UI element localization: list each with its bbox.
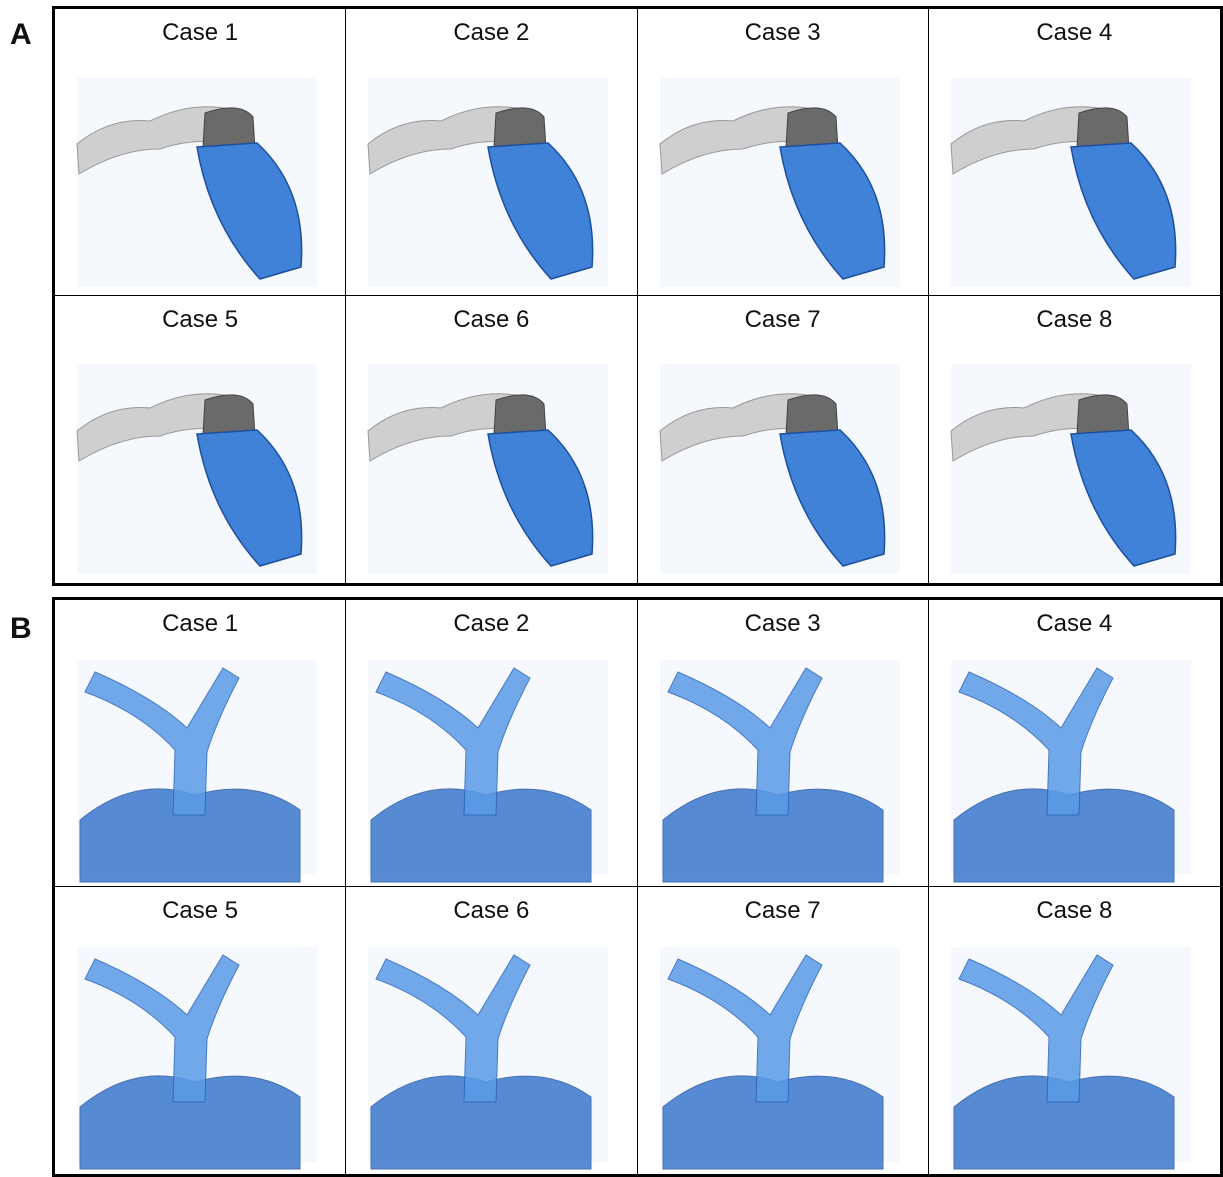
- case-render: [659, 660, 900, 883]
- case-title: Case 2: [453, 610, 530, 637]
- case-render: [658, 364, 900, 574]
- case-cell: Case 8: [929, 887, 1220, 1174]
- case-cell: Case 3: [637, 9, 929, 296]
- case-render: [368, 947, 609, 1170]
- case-title: Case 6: [453, 306, 530, 333]
- case-cell: Case 6: [346, 296, 638, 583]
- panel: Case 1 Case 2 Case 3 Case 4 Case 5 Case 6 Case…: [52, 6, 1223, 586]
- case-cell: Case 8: [929, 296, 1220, 583]
- case-cell: Case 7: [638, 887, 929, 1174]
- ventricle: [196, 142, 303, 280]
- case-cell: Case 4: [928, 600, 1220, 887]
- ventricle: [487, 429, 594, 567]
- ventricle: [1069, 429, 1177, 567]
- case-cell: Case 2: [346, 600, 638, 887]
- case-title: Case 3: [744, 19, 821, 46]
- case-render: [950, 77, 1191, 287]
- vessel-cap: [784, 394, 839, 437]
- case-title: Case 8: [1036, 897, 1113, 924]
- case-title: Case 5: [162, 306, 239, 333]
- pulmonary-branches: [84, 954, 240, 1103]
- case-render: [368, 660, 609, 883]
- case-cell: Case 2: [346, 9, 638, 296]
- pulmonary-branches: [375, 667, 531, 816]
- case-render: [76, 364, 317, 574]
- case-render: [77, 947, 317, 1170]
- case-cell: Case 6: [346, 887, 638, 1174]
- case-title: Case 3: [744, 610, 821, 637]
- vessel-cap: [1076, 394, 1130, 437]
- case-render: [950, 364, 1191, 574]
- pulmonary-branches: [666, 954, 823, 1103]
- ventricle: [778, 429, 885, 567]
- case-cell: Case 4: [928, 9, 1220, 296]
- panel-label: A: [10, 18, 32, 51]
- ventricle: [196, 429, 303, 567]
- case-title: Case 2: [453, 19, 530, 46]
- case-cell: Case 1: [55, 9, 347, 296]
- case-title: Case 4: [1036, 19, 1113, 46]
- case-render: [77, 660, 317, 883]
- pulmonary-branches: [958, 954, 1114, 1103]
- case-cell: Case 5: [55, 296, 347, 583]
- case-render: [659, 947, 900, 1170]
- vessel-cap: [1076, 107, 1130, 150]
- case-cell: Case 1: [55, 600, 347, 887]
- pulmonary-branches: [666, 667, 823, 816]
- case-title: Case 1: [162, 19, 239, 46]
- case-render: [950, 947, 1191, 1170]
- pulmonary-branches: [84, 667, 240, 816]
- panel: Case 1 Case 2 Case 3 Case 4 Case 5 Case 6 Case…: [52, 597, 1223, 1177]
- vessel-cap: [493, 394, 547, 437]
- case-title: Case 7: [744, 306, 821, 333]
- case-title: Case 5: [162, 897, 239, 924]
- case-cell: Case 5: [55, 887, 347, 1174]
- panel-label: B: [10, 612, 32, 645]
- case-title: Case 1: [162, 610, 239, 637]
- case-render: [367, 77, 609, 287]
- pulmonary-branches: [958, 667, 1114, 816]
- ventricle: [487, 142, 594, 280]
- case-render: [76, 77, 317, 287]
- case-title: Case 7: [744, 897, 821, 924]
- pulmonary-branches: [375, 954, 531, 1103]
- vessel-cap: [202, 107, 256, 150]
- case-title: Case 4: [1036, 610, 1113, 637]
- case-render: [658, 77, 900, 287]
- case-render: [367, 364, 609, 574]
- vessel-cap: [784, 107, 839, 150]
- vessel-cap: [493, 107, 547, 150]
- ventricle: [1069, 142, 1177, 280]
- case-render: [950, 660, 1191, 883]
- case-title: Case 6: [453, 897, 530, 924]
- case-cell: Case 7: [638, 296, 929, 583]
- case-cell: Case 3: [637, 600, 929, 887]
- ventricle: [778, 142, 885, 280]
- case-title: Case 8: [1036, 306, 1113, 333]
- vessel-cap: [202, 394, 256, 437]
